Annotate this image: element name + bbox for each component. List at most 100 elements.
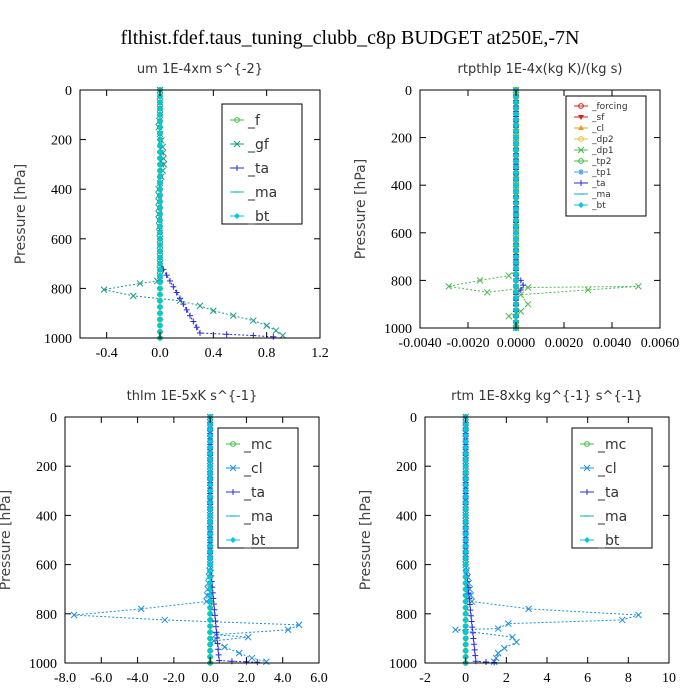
legend-marker <box>229 464 237 472</box>
data-point <box>207 487 214 494</box>
legend-entry: _ma <box>226 509 273 525</box>
data-point <box>157 118 163 124</box>
legend-marker <box>234 213 240 219</box>
y-tick-label: 200 <box>391 132 412 147</box>
legend-marker <box>578 158 584 164</box>
data-point <box>157 130 163 137</box>
data-point <box>462 426 469 433</box>
x-tick-label: 0.0020 <box>545 336 584 351</box>
data-point <box>173 289 180 296</box>
y-tick-label: 600 <box>51 233 72 248</box>
series-bt <box>462 414 469 666</box>
data-point <box>462 635 469 642</box>
y-tick-label: 600 <box>391 227 412 242</box>
data-point <box>462 549 469 556</box>
legend-marker <box>230 537 236 543</box>
chart-title: thlm 1E-5xK s^{-1} <box>127 389 258 404</box>
legend-marker <box>583 464 591 472</box>
data-point <box>183 306 190 313</box>
data-point <box>462 420 469 427</box>
data-point <box>207 598 214 605</box>
data-point <box>100 286 108 293</box>
data-point <box>170 283 177 290</box>
data-point <box>207 635 214 642</box>
data-point <box>129 292 137 300</box>
legend-marker <box>578 115 584 120</box>
data-point <box>157 136 163 143</box>
data-point <box>263 658 270 666</box>
data-point <box>214 634 221 641</box>
legend-entry: _ma <box>574 190 611 200</box>
data-point <box>513 638 520 646</box>
data-point <box>462 438 469 445</box>
x-tick-label: 0 <box>462 671 469 686</box>
data-point <box>157 328 163 335</box>
data-point <box>190 318 197 325</box>
series-bt <box>513 87 519 331</box>
data-point <box>272 327 280 334</box>
data-point <box>513 164 519 171</box>
data-point <box>207 463 214 470</box>
data-point <box>207 610 214 617</box>
legend-label: _cl <box>597 461 617 477</box>
data-point <box>157 235 163 242</box>
data-point <box>462 555 469 562</box>
legend-entry: _tp1 <box>574 168 611 178</box>
data-point <box>157 124 163 131</box>
y-tick-label: 400 <box>36 509 57 524</box>
data-point <box>207 653 214 660</box>
legend-entry: _ta <box>230 161 269 177</box>
data-point <box>513 188 519 195</box>
legend-label: _tp1 <box>591 168 611 178</box>
data-point <box>462 616 469 623</box>
data-point <box>284 626 292 634</box>
data-point <box>207 530 214 537</box>
legend-label: _bt <box>247 209 270 225</box>
data-point <box>157 291 163 298</box>
data-point <box>207 647 214 654</box>
data-point <box>207 623 214 630</box>
y-tick-label: 0 <box>50 411 57 426</box>
data-point <box>462 450 469 457</box>
legend-label: _bt <box>243 533 266 549</box>
data-point <box>157 273 163 279</box>
data-point <box>235 649 243 657</box>
x-tick-label: 0.0 <box>151 346 169 361</box>
data-point <box>157 242 163 248</box>
data-point <box>207 549 214 556</box>
data-point <box>157 211 163 217</box>
data-point <box>462 457 469 464</box>
data-point <box>212 618 219 625</box>
data-point <box>207 555 214 562</box>
data-point <box>157 173 163 180</box>
data-point <box>462 432 469 439</box>
legend-entry: _cl <box>580 461 617 477</box>
data-point <box>209 307 217 315</box>
data-point <box>513 211 519 218</box>
data-point <box>635 282 642 290</box>
data-point <box>210 601 217 608</box>
data-point <box>513 307 519 314</box>
data-point <box>462 573 469 580</box>
legend-entry: _tp2 <box>574 157 611 167</box>
data-point <box>462 518 469 525</box>
data-point <box>513 289 519 296</box>
plot-frame <box>64 416 320 664</box>
legend-marker <box>584 537 590 543</box>
data-point <box>207 580 214 587</box>
data-point <box>513 152 519 159</box>
data-point <box>160 161 168 168</box>
x-tick-label: -6.0 <box>90 671 112 686</box>
data-point <box>513 98 519 105</box>
data-point <box>203 598 210 605</box>
data-point <box>471 646 478 653</box>
data-point <box>207 543 214 550</box>
data-point <box>513 104 519 111</box>
data-point <box>203 591 211 599</box>
data-point <box>462 647 469 654</box>
y-tick-label: 400 <box>391 179 412 194</box>
data-point <box>470 635 477 642</box>
data-point <box>462 653 469 660</box>
data-point <box>500 644 508 652</box>
legend-marker <box>578 125 584 130</box>
